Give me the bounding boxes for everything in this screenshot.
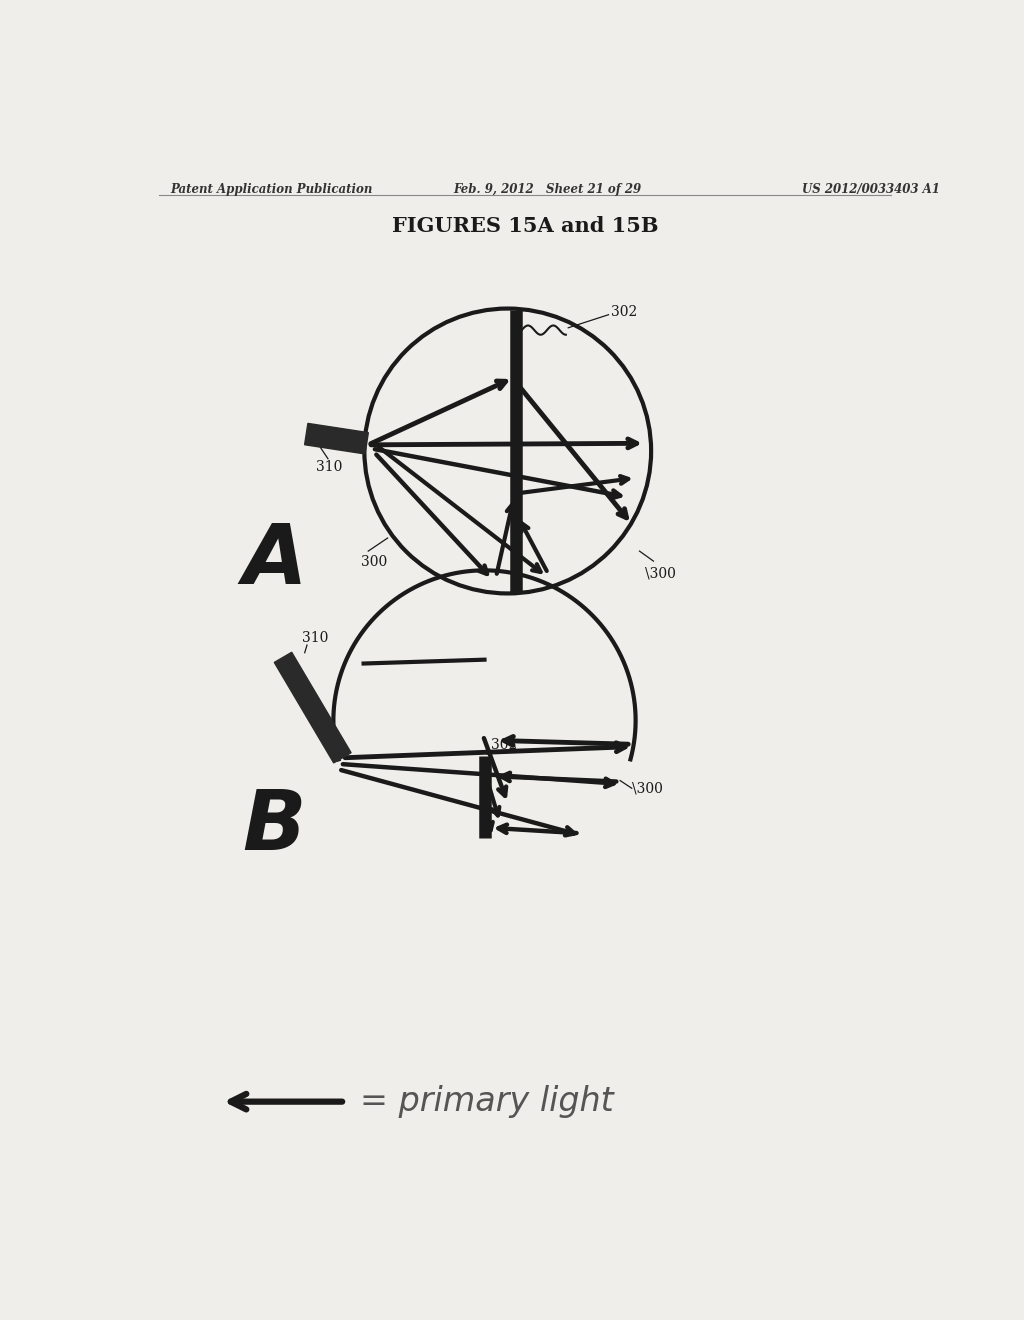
Text: US 2012/0033403 A1: US 2012/0033403 A1 — [802, 183, 940, 197]
Text: \300: \300 — [645, 566, 676, 581]
Text: Patent Application Publication: Patent Application Publication — [171, 183, 373, 197]
Polygon shape — [274, 652, 351, 763]
Text: A: A — [243, 520, 307, 602]
Text: 310: 310 — [302, 631, 329, 645]
Text: 310: 310 — [316, 461, 343, 474]
Text: 302: 302 — [490, 738, 517, 751]
Text: = primary light: = primary light — [360, 1085, 614, 1118]
Text: \300: \300 — [632, 781, 663, 795]
Text: 300: 300 — [360, 554, 387, 569]
Text: Feb. 9, 2012   Sheet 21 of 29: Feb. 9, 2012 Sheet 21 of 29 — [454, 183, 642, 197]
Text: FIGURES 15A and 15B: FIGURES 15A and 15B — [391, 216, 658, 236]
Text: 302: 302 — [611, 305, 637, 319]
Polygon shape — [304, 424, 369, 454]
Text: B: B — [243, 785, 306, 867]
